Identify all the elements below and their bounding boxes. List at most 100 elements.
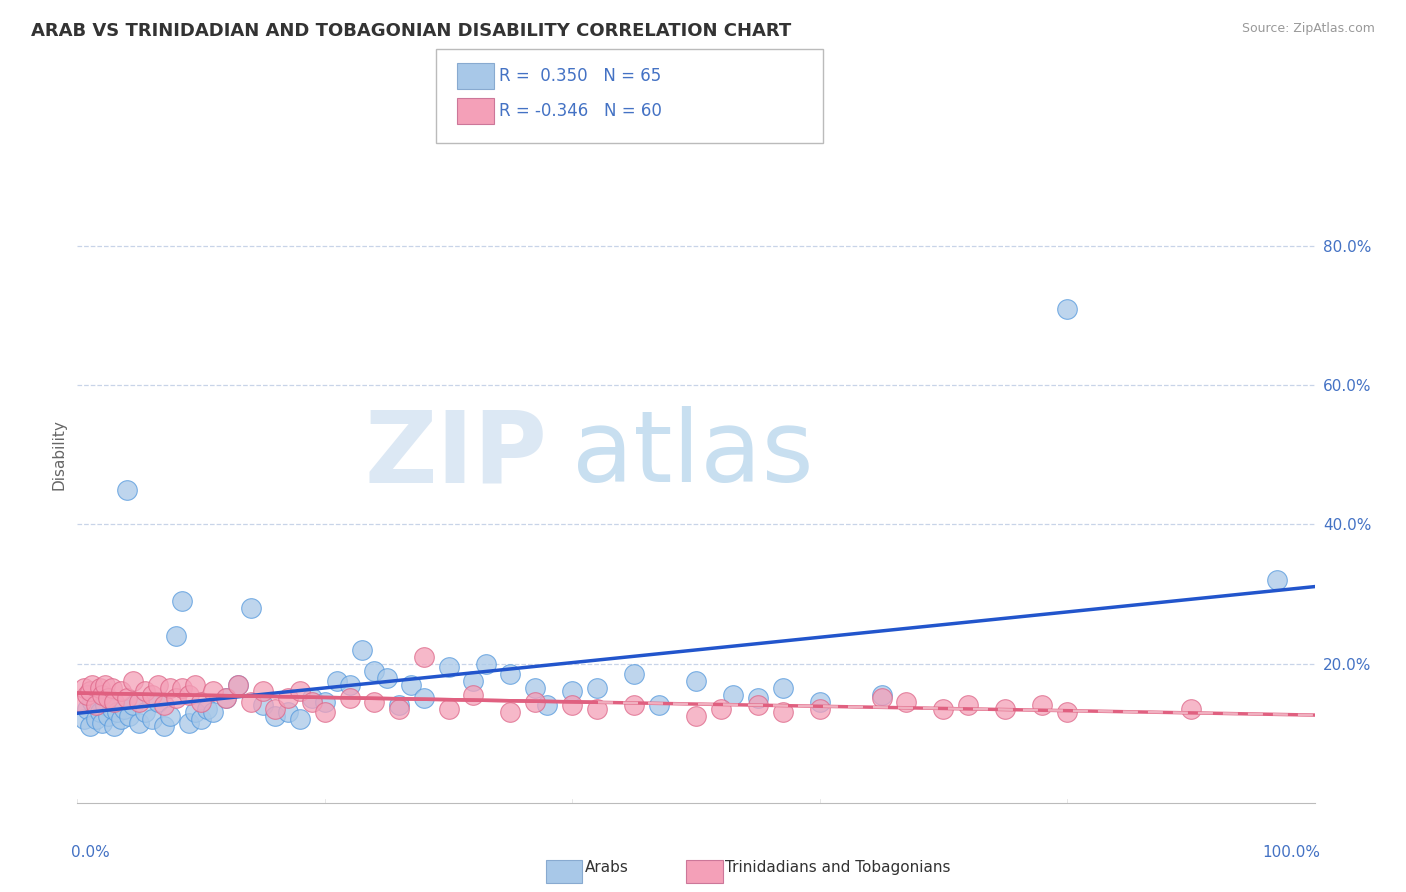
Point bbox=[363, 695, 385, 709]
Point bbox=[110, 712, 132, 726]
Point bbox=[226, 677, 249, 691]
Y-axis label: Disability: Disability bbox=[51, 419, 66, 491]
Point bbox=[146, 695, 169, 709]
Point bbox=[141, 688, 163, 702]
Point bbox=[76, 702, 98, 716]
Point bbox=[82, 677, 104, 691]
Point bbox=[153, 698, 176, 713]
Point bbox=[870, 688, 893, 702]
Point bbox=[772, 681, 794, 695]
Point bbox=[721, 688, 744, 702]
Point bbox=[115, 691, 138, 706]
Point bbox=[350, 642, 373, 657]
Point bbox=[524, 695, 547, 709]
Point bbox=[105, 706, 128, 720]
Text: 100.0%: 100.0% bbox=[1263, 845, 1320, 860]
Point bbox=[103, 719, 125, 733]
Point bbox=[101, 702, 124, 716]
Text: R = -0.346   N = 60: R = -0.346 N = 60 bbox=[499, 103, 662, 120]
Point bbox=[277, 691, 299, 706]
Point bbox=[172, 681, 194, 695]
Point bbox=[561, 684, 583, 698]
Point bbox=[177, 715, 200, 730]
Text: Trinidadians and Tobagonians: Trinidadians and Tobagonians bbox=[725, 860, 950, 874]
Point bbox=[79, 684, 101, 698]
Point bbox=[932, 702, 955, 716]
Point bbox=[177, 688, 200, 702]
Point bbox=[202, 684, 225, 698]
Point bbox=[326, 674, 349, 689]
Point bbox=[994, 702, 1017, 716]
Point bbox=[685, 708, 707, 723]
Point bbox=[215, 691, 238, 706]
Point bbox=[648, 698, 671, 713]
Point bbox=[437, 660, 460, 674]
Point bbox=[314, 706, 336, 720]
Point bbox=[76, 688, 98, 702]
Point bbox=[412, 691, 434, 706]
Point bbox=[172, 594, 194, 608]
Point bbox=[264, 702, 287, 716]
Point bbox=[70, 695, 93, 709]
Point bbox=[146, 677, 169, 691]
Point bbox=[122, 698, 145, 713]
Point bbox=[72, 681, 94, 695]
Text: ZIP: ZIP bbox=[364, 407, 547, 503]
Point bbox=[412, 649, 434, 664]
Point bbox=[896, 695, 918, 709]
Point bbox=[226, 677, 249, 691]
Point bbox=[184, 706, 207, 720]
Point bbox=[710, 702, 733, 716]
Point bbox=[122, 674, 145, 689]
Point bbox=[1056, 706, 1078, 720]
Point bbox=[103, 695, 125, 709]
Point bbox=[808, 702, 831, 716]
Point bbox=[499, 667, 522, 681]
Point bbox=[772, 706, 794, 720]
Point bbox=[141, 712, 163, 726]
Point bbox=[134, 684, 156, 698]
Point bbox=[215, 691, 238, 706]
Point bbox=[202, 706, 225, 720]
Point bbox=[190, 695, 212, 709]
Point bbox=[586, 681, 609, 695]
Point bbox=[314, 695, 336, 709]
Point bbox=[110, 684, 132, 698]
Point bbox=[474, 657, 496, 671]
Point bbox=[91, 688, 114, 702]
Point bbox=[536, 698, 558, 713]
Point bbox=[97, 691, 120, 706]
Point bbox=[239, 601, 262, 615]
Point bbox=[1180, 702, 1202, 716]
Point bbox=[91, 715, 114, 730]
Point bbox=[561, 698, 583, 713]
Point bbox=[101, 681, 124, 695]
Point bbox=[747, 698, 769, 713]
Point bbox=[190, 712, 212, 726]
Point bbox=[97, 708, 120, 723]
Point bbox=[252, 698, 274, 713]
Point bbox=[184, 677, 207, 691]
Point bbox=[1031, 698, 1053, 713]
Point bbox=[463, 674, 485, 689]
Point bbox=[957, 698, 980, 713]
Point bbox=[375, 671, 398, 685]
Point bbox=[195, 702, 218, 716]
Point bbox=[339, 677, 361, 691]
Point bbox=[84, 698, 107, 713]
Point bbox=[159, 681, 181, 695]
Point bbox=[115, 483, 138, 497]
Point bbox=[363, 664, 385, 678]
Text: Arabs: Arabs bbox=[585, 860, 628, 874]
Point bbox=[134, 706, 156, 720]
Point bbox=[388, 702, 411, 716]
Text: Source: ZipAtlas.com: Source: ZipAtlas.com bbox=[1241, 22, 1375, 36]
Text: 0.0%: 0.0% bbox=[72, 845, 110, 860]
Point bbox=[72, 712, 94, 726]
Point bbox=[808, 695, 831, 709]
Point bbox=[84, 712, 107, 726]
Point bbox=[82, 695, 104, 709]
Point bbox=[401, 677, 423, 691]
Point bbox=[463, 688, 485, 702]
Point bbox=[301, 695, 323, 709]
